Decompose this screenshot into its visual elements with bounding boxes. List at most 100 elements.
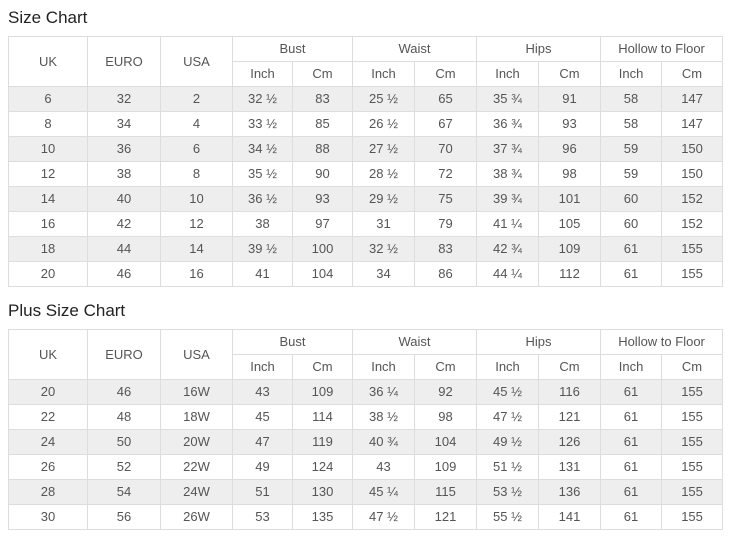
table-cell: 155: [661, 404, 724, 430]
table-cell: 10: [8, 136, 88, 162]
table-cell: 91: [538, 86, 602, 112]
table-cell: 60: [600, 186, 663, 212]
table-cell: 53 ½: [476, 479, 540, 505]
table-cell: 50: [87, 429, 161, 455]
table-cell: 12: [160, 211, 233, 237]
table-cell: 18W: [160, 404, 233, 430]
col-group-hips: Hips: [476, 329, 602, 355]
col-header-waist-cm: Cm: [414, 354, 478, 380]
table-cell: 36 ½: [232, 186, 293, 212]
table-cell: 155: [661, 479, 724, 505]
table-cell: 60: [600, 211, 663, 237]
table-cell: 126: [538, 429, 602, 455]
table-cell: 155: [661, 261, 724, 287]
table-cell: 22W: [160, 454, 233, 480]
table-cell: 83: [414, 236, 478, 262]
table-cell: 155: [661, 379, 724, 405]
table-row: 28 54 24W 51 130 45 ¼ 115 53 ½ 136 61 155: [8, 479, 724, 505]
table-cell: 83: [291, 86, 354, 112]
col-group-waist: Waist: [352, 36, 478, 62]
table-cell: 124: [291, 454, 354, 480]
col-group-hollow-to-floor: Hollow to Floor: [600, 36, 724, 62]
col-header-bust-cm: Cm: [291, 354, 354, 380]
size-chart-title: Size Chart: [8, 8, 88, 27]
table-cell: 6: [8, 86, 88, 112]
col-group-hips: Hips: [476, 36, 602, 62]
table-cell: 16W: [160, 379, 233, 405]
col-header-hips-inch: Inch: [476, 61, 540, 87]
table-cell: 152: [661, 211, 724, 237]
table-cell: 61: [600, 429, 663, 455]
table-cell: 85: [291, 111, 354, 137]
table-cell: 59: [600, 161, 663, 187]
table-cell: 96: [538, 136, 602, 162]
table-cell: 98: [414, 404, 478, 430]
table-cell: 34: [87, 111, 161, 137]
table-cell: 61: [600, 236, 663, 262]
table-cell: 150: [661, 136, 724, 162]
table-cell: 45 ½: [476, 379, 540, 405]
table-cell: 10: [160, 186, 233, 212]
col-header-uk: UK: [8, 36, 88, 87]
table-cell: 109: [538, 236, 602, 262]
table-cell: 34: [352, 261, 416, 287]
col-header-usa: USA: [160, 36, 233, 87]
table-cell: 46: [87, 261, 161, 287]
table-row: 26 52 22W 49 124 43 109 51 ½ 131 61 155: [8, 454, 724, 480]
col-header-hollow-cm: Cm: [661, 61, 724, 87]
header-row-groups: UK EURO USA Bust Waist Hips Hollow to Fl…: [8, 36, 724, 87]
table-cell: 54: [87, 479, 161, 505]
table-cell: 2: [160, 86, 233, 112]
table-cell: 59: [600, 136, 663, 162]
table-cell: 43: [232, 379, 293, 405]
table-cell: 20W: [160, 429, 233, 455]
table-cell: 79: [414, 211, 478, 237]
table-cell: 20: [8, 379, 88, 405]
table-cell: 70: [414, 136, 478, 162]
table-cell: 39 ¾: [476, 186, 540, 212]
table-row: 6 32 2 32 ½ 83 25 ½ 65 35 ¾ 91 58 147: [8, 86, 724, 112]
table-cell: 116: [538, 379, 602, 405]
table-row: 30 56 26W 53 135 47 ½ 121 55 ½ 141 61 155: [8, 504, 724, 530]
table-cell: 65: [414, 86, 478, 112]
table-cell: 155: [661, 504, 724, 530]
table-cell: 22: [8, 404, 88, 430]
plus-size-chart-table: UK EURO USA Bust Waist Hips Hollow to Fl…: [8, 329, 724, 530]
table-cell: 58: [600, 86, 663, 112]
table-cell: 93: [538, 111, 602, 137]
table-cell: 114: [291, 404, 354, 430]
table-cell: 4: [160, 111, 233, 137]
table-cell: 100: [291, 236, 354, 262]
table-cell: 26: [8, 454, 88, 480]
col-header-hollow-inch: Inch: [600, 354, 663, 380]
col-header-uk: UK: [8, 329, 88, 380]
table-cell: 55 ½: [476, 504, 540, 530]
table-cell: 18: [8, 236, 88, 262]
table-cell: 48: [87, 404, 161, 430]
table-cell: 38: [232, 211, 293, 237]
col-header-hollow-inch: Inch: [600, 61, 663, 87]
table-cell: 45 ¼: [352, 479, 416, 505]
table-cell: 150: [661, 161, 724, 187]
table-cell: 49: [232, 454, 293, 480]
table-cell: 8: [8, 111, 88, 137]
table-cell: 14: [8, 186, 88, 212]
table-cell: 141: [538, 504, 602, 530]
table-cell: 90: [291, 161, 354, 187]
size-chart-table: UK EURO USA Bust Waist Hips Hollow to Fl…: [8, 36, 724, 287]
table-cell: 147: [661, 86, 724, 112]
table-row: 18 44 14 39 ½ 100 32 ½ 83 42 ¾ 109 61 155: [8, 236, 724, 262]
table-cell: 119: [291, 429, 354, 455]
table-row: 24 50 20W 47 119 40 ¾ 104 49 ½ 126 61 155: [8, 429, 724, 455]
table-cell: 67: [414, 111, 478, 137]
table-cell: 46: [87, 379, 161, 405]
table-cell: 109: [291, 379, 354, 405]
table-cell: 40 ¾: [352, 429, 416, 455]
size-chart-body: 6 32 2 32 ½ 83 25 ½ 65 35 ¾ 91 58 147 8 34 4 33 ½ 85 26 …: [8, 86, 724, 287]
table-cell: 109: [414, 454, 478, 480]
table-cell: 152: [661, 186, 724, 212]
table-cell: 44 ¼: [476, 261, 540, 287]
table-cell: 88: [291, 136, 354, 162]
table-cell: 32 ½: [352, 236, 416, 262]
table-cell: 8: [160, 161, 233, 187]
